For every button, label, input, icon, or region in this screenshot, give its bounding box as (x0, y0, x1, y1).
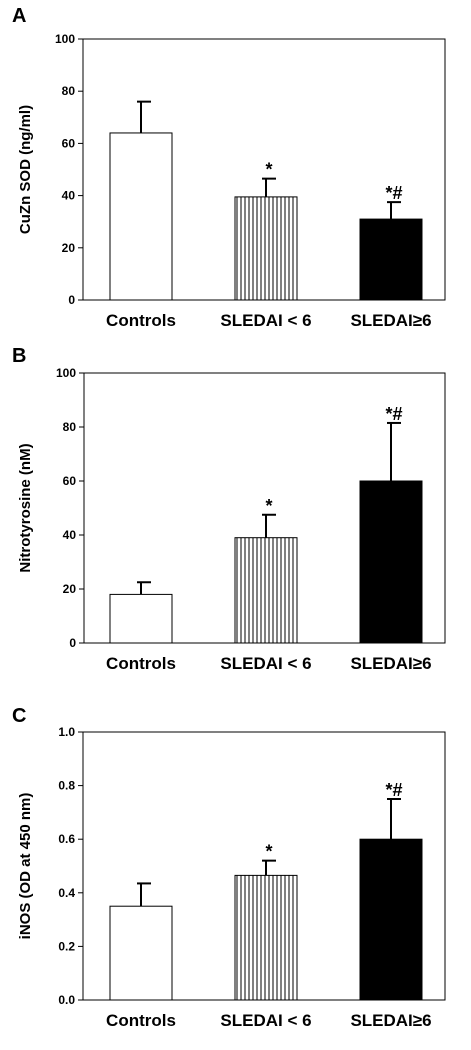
y-tick-label: 0.6 (58, 832, 75, 846)
y-axis-label: iNOS (OD at 450 nm) (17, 793, 34, 940)
bar (109, 132, 173, 301)
y-tick-label: 40 (63, 528, 77, 542)
category-label: Controls (106, 1011, 176, 1030)
y-tick-label: 0.0 (58, 993, 75, 1007)
y-tick-label: 100 (55, 32, 75, 46)
bar (359, 480, 423, 644)
y-tick-label: 0.4 (58, 886, 75, 900)
panel-label: C (12, 705, 26, 727)
bar (109, 593, 173, 644)
significance-label: * (265, 496, 272, 516)
significance-label: *# (385, 780, 402, 800)
category-label: SLEDAI≥6 (350, 654, 431, 673)
y-tick-label: 0.8 (58, 779, 75, 793)
chart-c: 0.0 0.2 0.4 0.6 0.8 1.0 iNOS (OD at 450 nm) Con… (17, 725, 446, 1030)
bar (234, 196, 298, 301)
y-tick-label: 40 (62, 189, 76, 203)
panel-label: B (12, 345, 26, 367)
y-tick-label: 80 (63, 420, 77, 434)
chart-b: 0 20 40 60 80 100 Nitrotyrosine (nM) Controls * S… (17, 366, 446, 673)
category-label: SLEDAI < 6 (220, 311, 311, 330)
category-label: Controls (106, 311, 176, 330)
bar (359, 838, 423, 1001)
category-label: SLEDAI < 6 (220, 1011, 311, 1030)
significance-label: * (265, 160, 272, 180)
y-axis-label: Nitrotyrosine (nM) (17, 443, 34, 572)
significance-label: * (265, 842, 272, 862)
panel-b: B 0 20 40 60 80 100 Nitrotyrosine (nM) Controls… (12, 345, 446, 673)
chart-a: 0 20 40 60 80 100 CuZn SOD (ng/ml) Controls * SLE… (17, 32, 446, 330)
category-label: SLEDAI≥6 (350, 311, 431, 330)
y-axis-label: CuZn SOD (ng/ml) (17, 105, 34, 234)
y-tick-label: 0 (69, 636, 76, 650)
bar (234, 874, 298, 1001)
significance-label: *# (385, 183, 402, 203)
panel-a: A 0 20 40 60 80 100 CuZn SOD (ng/ml) Controls * S… (12, 5, 446, 330)
panel-label: A (12, 5, 26, 27)
panel-c: C 0.0 0.2 0.4 0.6 0.8 1.0 iNOS (OD at 450 nm) C… (12, 705, 446, 1030)
y-tick-label: 60 (62, 136, 76, 150)
category-label: Controls (106, 654, 176, 673)
y-tick-label: 0 (68, 293, 75, 307)
category-label: SLEDAI < 6 (220, 654, 311, 673)
y-tick-label: 20 (62, 241, 76, 255)
significance-label: *# (385, 404, 402, 424)
category-label: SLEDAI≥6 (350, 1011, 431, 1030)
y-tick-label: 100 (56, 366, 76, 380)
y-tick-label: 20 (63, 582, 77, 596)
y-tick-label: 80 (62, 84, 76, 98)
y-tick-label: 0.2 (58, 939, 75, 953)
y-tick-label: 1.0 (58, 725, 75, 739)
bar (359, 218, 423, 301)
y-tick-label: 60 (63, 474, 77, 488)
bar (234, 537, 298, 644)
bar (109, 905, 173, 1001)
